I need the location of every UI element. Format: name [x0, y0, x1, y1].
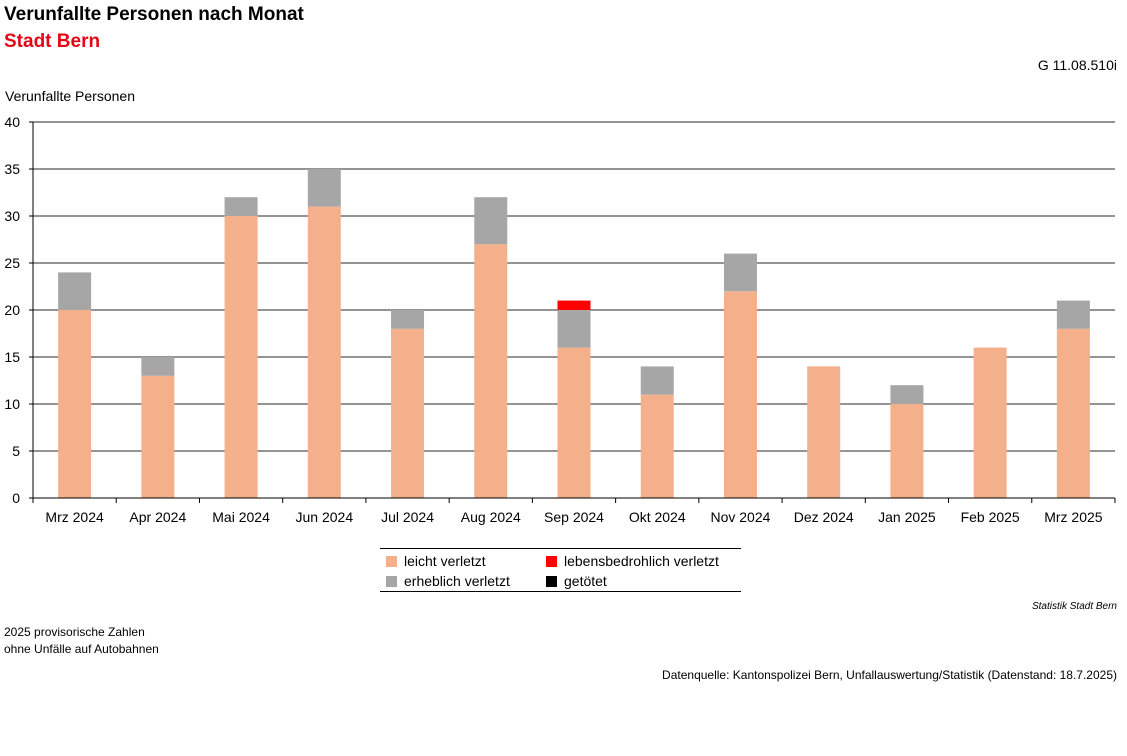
- legend-item-erheblich: erheblich verletzt: [386, 573, 510, 589]
- legend-item-getoetet: getötet: [546, 573, 607, 589]
- x-tick-label: Mrz 2025: [1044, 509, 1103, 525]
- bar-erheblich: [224, 197, 258, 216]
- y-tick-label: 15: [4, 349, 20, 365]
- legend-label-getoetet: getötet: [564, 573, 607, 589]
- legend-item-leicht: leicht verletzt: [386, 553, 486, 569]
- bar-erheblich: [391, 310, 425, 329]
- legend-swatch-getoetet: [546, 575, 557, 587]
- bar-lebensbedrohlich: [557, 300, 591, 310]
- credit-text: Statistik Stadt Bern: [1031, 601, 1117, 612]
- chart-code: G 11.08.510i: [1037, 57, 1117, 73]
- legend-swatch-leicht: [386, 555, 397, 567]
- bar-erheblich: [141, 357, 175, 376]
- x-tick-label: Okt 2024: [629, 509, 686, 525]
- y-tick-label: 20: [4, 302, 20, 318]
- footnote-autobahn: ohne Unfälle auf Autobahnen: [4, 642, 159, 656]
- bar-erheblich: [474, 197, 508, 245]
- bar-leicht: [307, 206, 341, 498]
- bar-erheblich: [307, 169, 341, 207]
- bar-leicht: [890, 404, 924, 498]
- chart-legend: leicht verletzt erheblich verletzt leben…: [380, 548, 741, 592]
- bar-leicht: [723, 291, 757, 498]
- y-tick-label: 0: [12, 490, 20, 506]
- x-tick-label: Nov 2024: [710, 509, 770, 525]
- bar-erheblich: [58, 272, 92, 310]
- x-tick-label: Jun 2024: [296, 509, 354, 525]
- y-tick-label: 5: [12, 443, 20, 459]
- x-tick-label: Jan 2025: [878, 509, 936, 525]
- y-tick-label: 35: [4, 161, 20, 177]
- x-tick-label: Dez 2024: [794, 509, 854, 525]
- bar-leicht: [973, 347, 1007, 498]
- x-tick-label: Feb 2025: [961, 509, 1020, 525]
- x-tick-label: Sep 2024: [544, 509, 604, 525]
- footnote-provisional: 2025 provisorische Zahlen: [4, 625, 145, 639]
- bar-leicht: [391, 328, 425, 498]
- bar-erheblich: [890, 385, 924, 404]
- x-tick-label: Mrz 2024: [45, 509, 104, 525]
- bar-erheblich: [1056, 300, 1090, 329]
- stacked-bar-chart: Verunfallte Personen 0 5 10 15 20 25 30 35 40 Mrz …: [4, 88, 1116, 525]
- chart-subtitle: Stadt Bern: [4, 31, 101, 52]
- bar-erheblich: [557, 310, 591, 348]
- bar-leicht: [640, 394, 674, 498]
- x-tick-label: Mai 2024: [212, 509, 270, 525]
- y-tick-label: 40: [4, 114, 20, 130]
- legend-item-lebensbedrohlich: lebensbedrohlich verletzt: [546, 553, 719, 569]
- bar-erheblich: [723, 253, 757, 292]
- x-tick-label: Aug 2024: [461, 509, 521, 525]
- y-tick-label: 10: [4, 396, 20, 412]
- bar-leicht: [224, 216, 258, 498]
- legend-swatch-erheblich: [386, 575, 397, 587]
- x-tick-label: Jul 2024: [381, 509, 434, 525]
- y-axis-label: Verunfallte Personen: [5, 88, 135, 104]
- bar-leicht: [807, 366, 841, 498]
- legend-swatch-lebensbedrohlich: [546, 555, 557, 567]
- bar-leicht: [1056, 328, 1090, 498]
- chart-title: Verunfallte Personen nach Monat: [4, 4, 304, 25]
- legend-label-leicht: leicht verletzt: [404, 553, 486, 569]
- data-source: Datenquelle: Kantonspolizei Bern, Unfall…: [662, 668, 1117, 682]
- y-tick-label: 25: [4, 255, 20, 271]
- bar-erheblich: [640, 366, 674, 395]
- x-tick-label: Apr 2024: [129, 509, 186, 525]
- bar-leicht: [141, 375, 175, 498]
- y-tick-label: 30: [4, 208, 20, 224]
- bar-leicht: [58, 310, 92, 498]
- legend-label-lebensbedrohlich: lebensbedrohlich verletzt: [564, 553, 719, 569]
- bar-leicht: [474, 244, 508, 498]
- bar-leicht: [557, 347, 591, 498]
- legend-label-erheblich: erheblich verletzt: [404, 573, 510, 589]
